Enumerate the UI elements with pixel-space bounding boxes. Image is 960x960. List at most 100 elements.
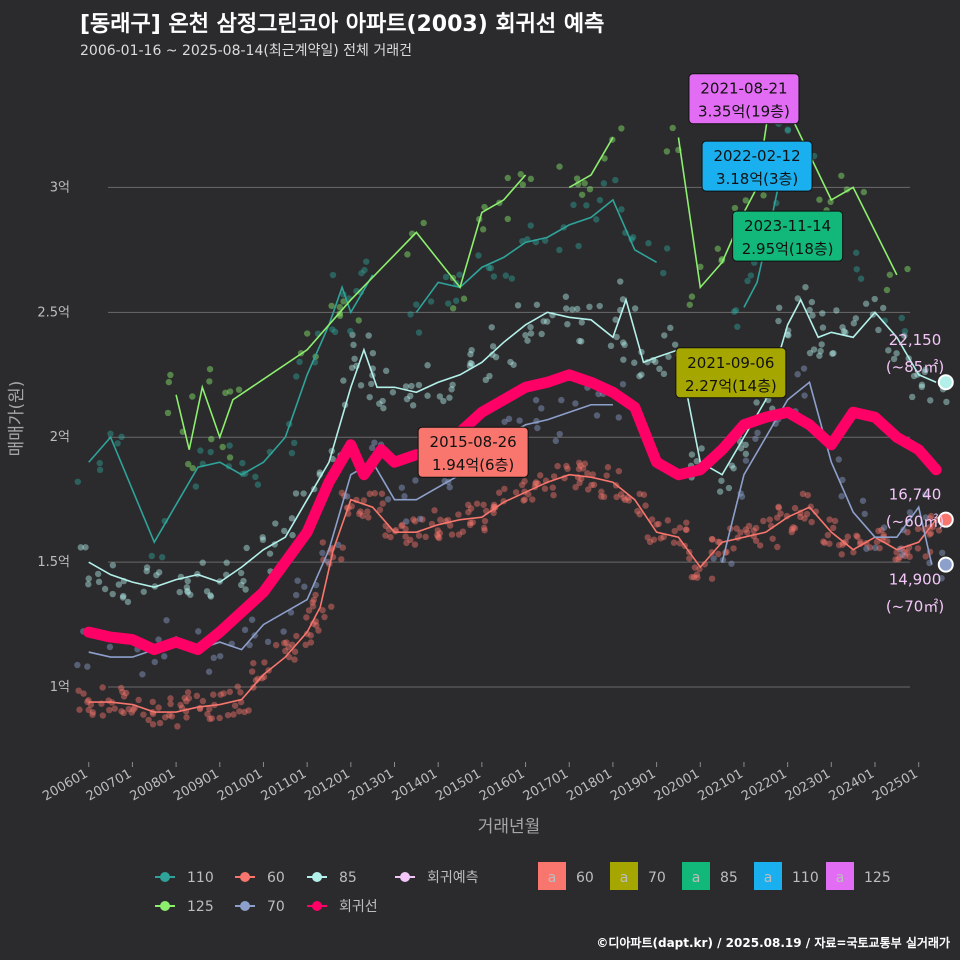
data-point-85	[522, 331, 529, 339]
data-point-60	[206, 715, 213, 723]
data-point-60	[598, 488, 605, 495]
data-point-60	[376, 506, 384, 514]
legend-label-size: 125	[864, 870, 891, 886]
data-point-60	[149, 698, 156, 706]
data-point-110	[475, 252, 482, 259]
data-point-60	[581, 460, 589, 467]
data-point-60	[250, 659, 257, 667]
data-point-60	[398, 522, 405, 530]
data-point-60	[106, 706, 113, 714]
data-point-60	[744, 529, 751, 536]
data-point-60	[676, 524, 684, 531]
data-point-85	[728, 462, 736, 469]
data-point-60	[842, 538, 849, 546]
data-point-85	[852, 315, 860, 322]
data-point-70	[752, 435, 759, 442]
data-point-60	[774, 514, 781, 521]
data-point-85	[652, 358, 659, 366]
data-point-85	[407, 392, 414, 400]
data-point-110	[329, 326, 336, 333]
data-point-125	[697, 263, 704, 271]
data-point-70	[710, 555, 717, 562]
data-point-60	[177, 701, 184, 709]
data-point-85	[693, 458, 701, 465]
data-point-60	[366, 490, 374, 498]
series-line-110	[89, 142, 897, 542]
data-point-110	[487, 264, 495, 272]
data-point-85	[380, 404, 387, 412]
data-point-60	[281, 639, 288, 647]
legend-label-letter: a	[692, 870, 701, 886]
data-point-85	[368, 380, 375, 388]
data-point-85	[850, 320, 857, 327]
data-point-60	[178, 704, 186, 712]
data-point-60	[799, 490, 807, 498]
data-point-60	[120, 709, 127, 717]
data-point-85	[77, 544, 84, 551]
data-point-110	[363, 258, 370, 265]
data-point-60	[248, 668, 256, 675]
data-point-60	[309, 603, 317, 610]
data-point-70	[939, 549, 946, 557]
legend-label-letter: a	[764, 870, 773, 886]
data-point-70	[446, 484, 453, 491]
data-point-70	[241, 626, 249, 634]
legend-label: 85	[339, 870, 357, 886]
forecast-point-60	[937, 511, 954, 528]
data-point-70	[738, 493, 746, 500]
data-point-85	[350, 341, 357, 349]
data-point-60	[670, 539, 678, 546]
x-tick-label: 200801	[128, 766, 178, 804]
chart-subtitle: 2006-01-16 ~ 2025-08-14(최근계약일) 전체 거래건	[80, 43, 412, 59]
data-point-60	[379, 500, 386, 507]
data-point-60	[844, 533, 851, 540]
data-point-85	[183, 584, 191, 591]
y-tick-label: 3억	[50, 180, 70, 195]
data-point-70	[416, 515, 424, 523]
series-line-60	[88, 473, 937, 713]
data-point-125	[189, 393, 196, 400]
data-point-85	[817, 347, 824, 355]
data-point-85	[424, 362, 431, 369]
data-point-125	[731, 204, 739, 212]
data-point-85	[207, 592, 214, 599]
data-point-60	[914, 525, 922, 533]
data-point-85	[184, 577, 191, 585]
data-point-110	[407, 311, 414, 318]
data-point-60	[604, 464, 612, 471]
data-point-60	[709, 536, 716, 543]
x-tick-label: 202101	[695, 766, 745, 804]
data-point-60	[402, 525, 409, 533]
annotation-60: 2015-08-26 1.94억(6층)	[417, 426, 529, 478]
data-point-70	[398, 484, 406, 491]
data-point-60	[636, 511, 643, 518]
data-point-85	[143, 564, 151, 571]
data-point-60	[245, 707, 252, 714]
data-point-60	[625, 497, 633, 504]
data-point-60	[541, 485, 549, 492]
data-point-125	[355, 317, 362, 324]
data-point-110	[857, 275, 865, 282]
data-point-85	[564, 320, 571, 328]
data-point-110	[596, 196, 604, 204]
data-point-85	[409, 402, 417, 409]
data-point-60	[935, 527, 943, 534]
data-point-110	[197, 447, 204, 454]
data-point-110	[508, 275, 516, 282]
data-point-60	[434, 533, 442, 541]
data-point-70	[801, 392, 808, 399]
annotations: 2021-08-213.35억(19층)2022-02-123.18억(3층)2…	[417, 73, 844, 478]
data-point-110	[744, 277, 751, 285]
data-point-70	[742, 457, 750, 464]
data-point-60	[549, 484, 556, 491]
data-point-125	[420, 219, 427, 227]
data-point-125	[208, 435, 215, 443]
data-point-60	[901, 552, 909, 560]
data-point-60	[878, 526, 885, 534]
data-point-60	[467, 519, 474, 527]
data-point-60	[481, 517, 489, 525]
data-point-60	[84, 698, 91, 706]
data-point-60	[437, 516, 444, 524]
data-point-70	[899, 551, 906, 558]
forecast-area: (~85㎡)	[886, 358, 944, 376]
